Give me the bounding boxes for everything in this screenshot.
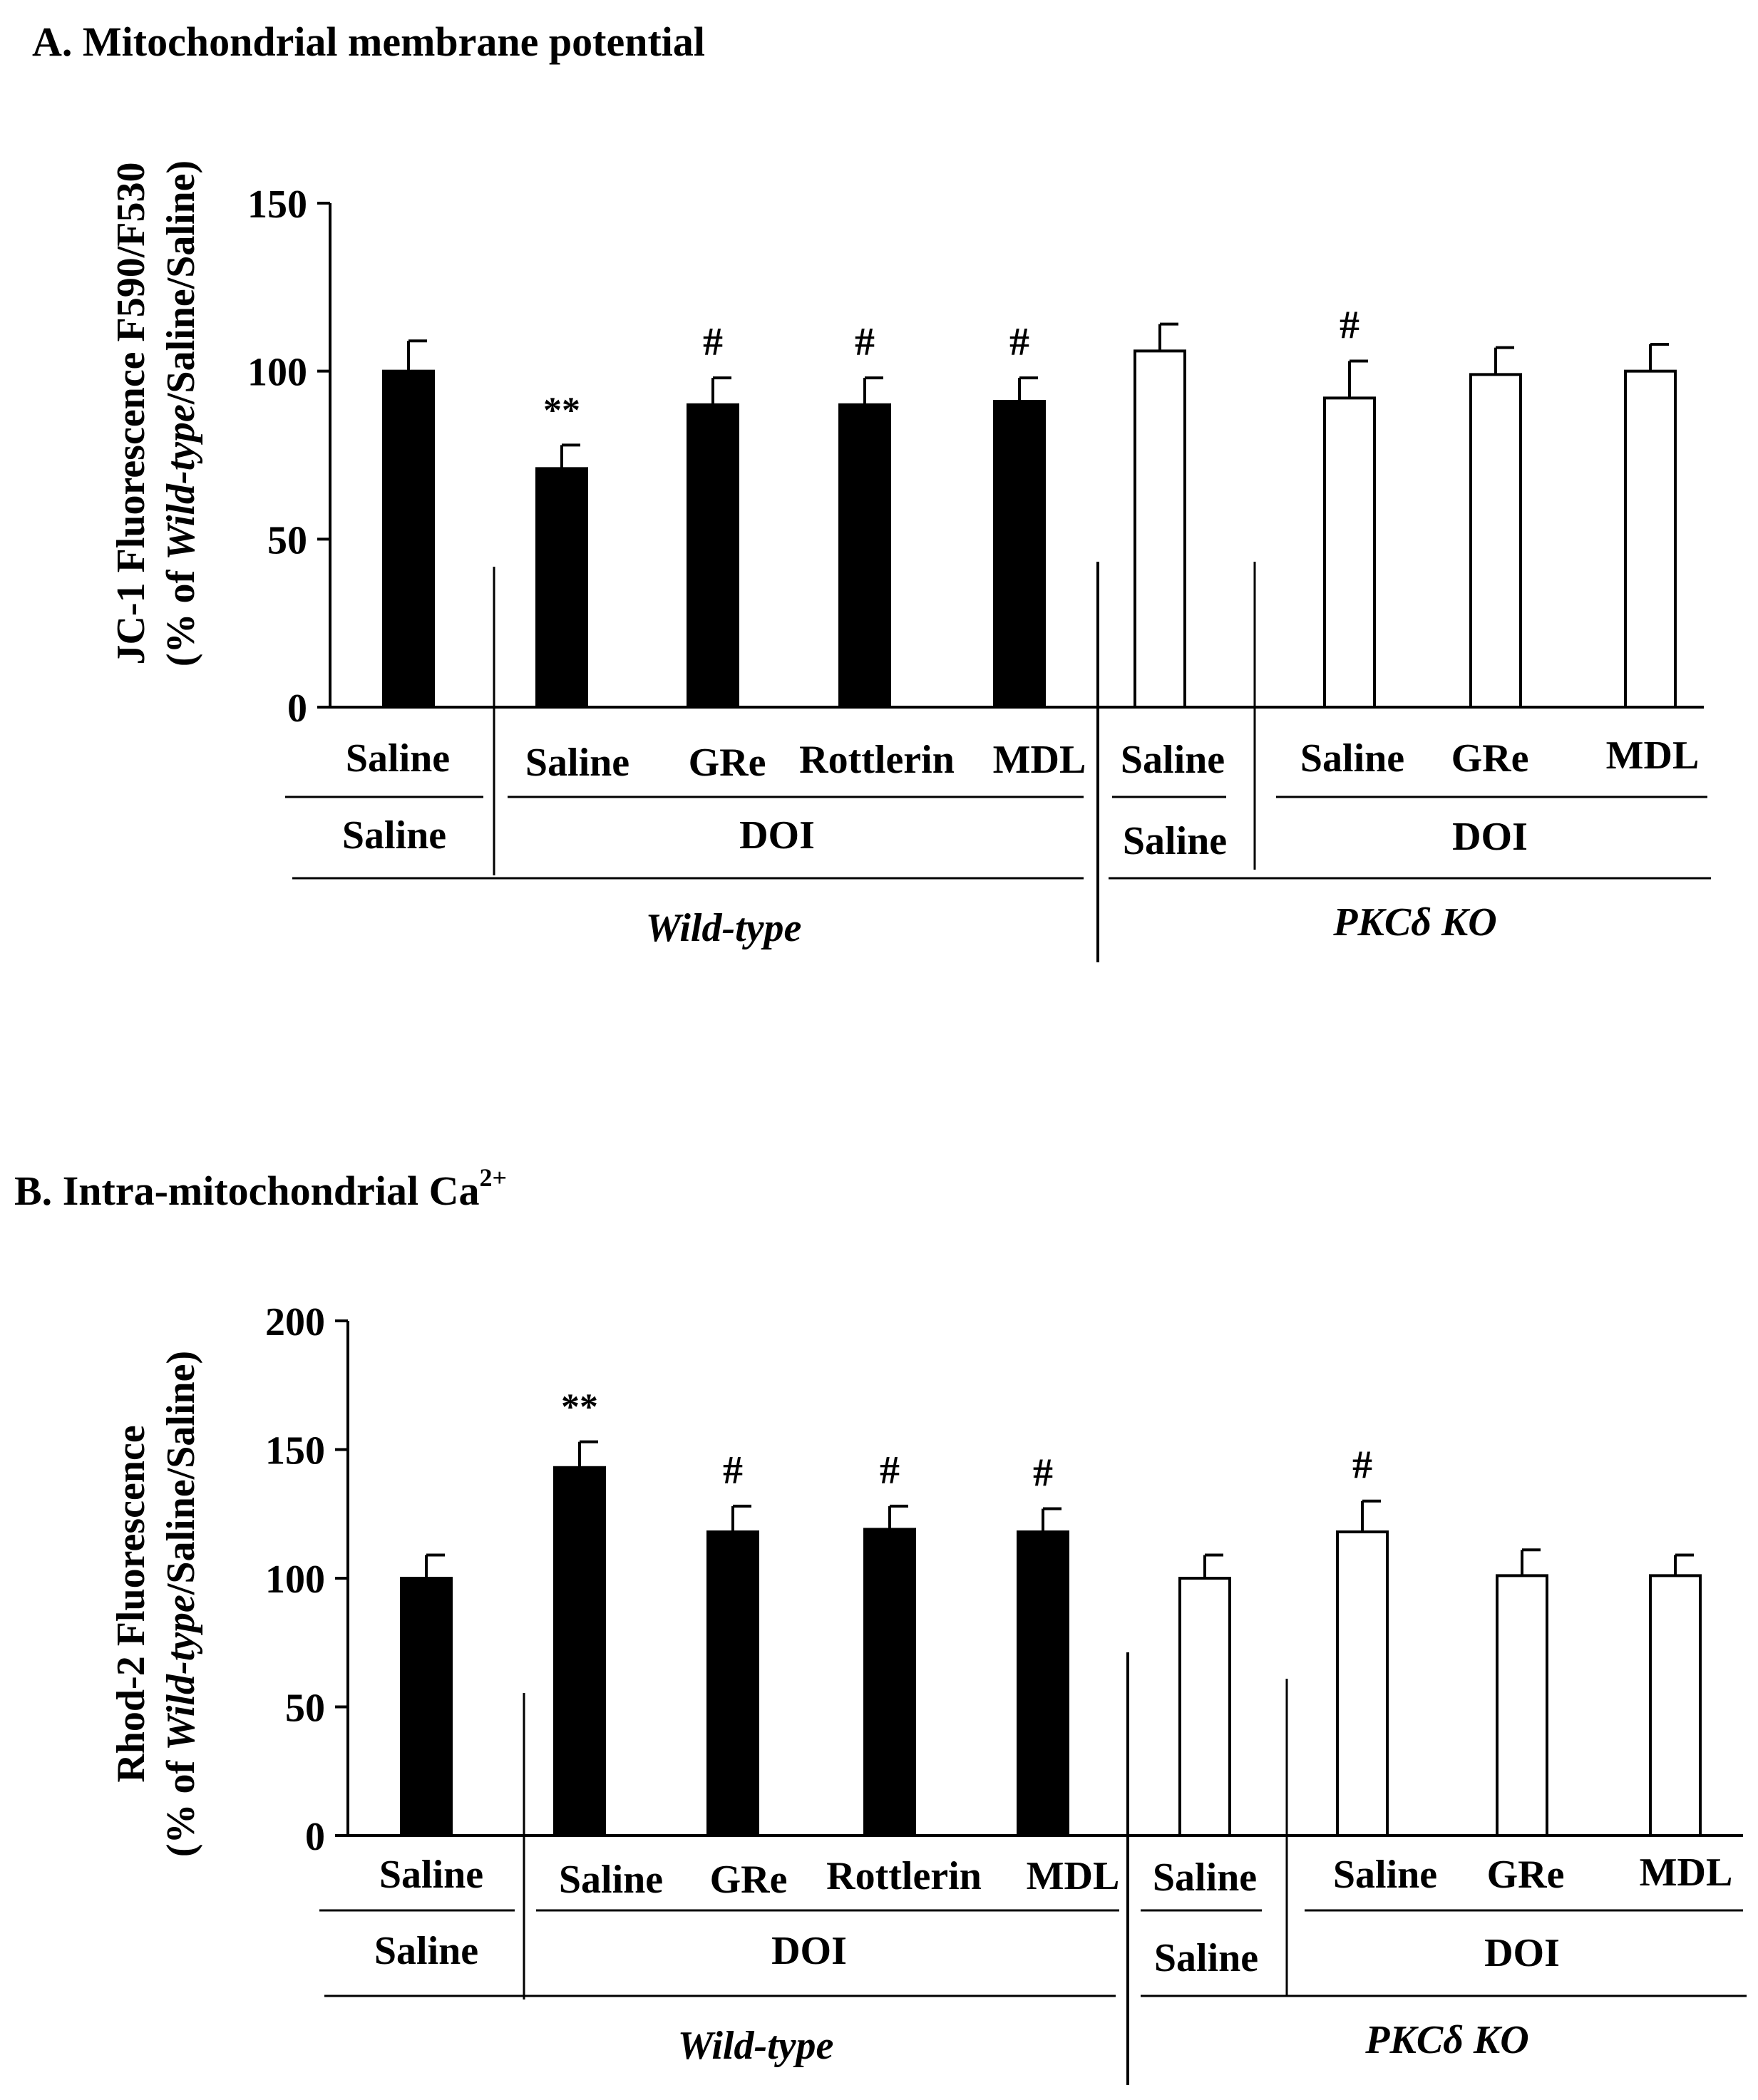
panel-a-ylabel-line2: (% of Wild-type/Saline/Saline) — [159, 160, 203, 666]
panel-a-bars: ** # # # # — [382, 304, 1677, 709]
panel-b-genotype-2: PKCδ KO — [1364, 2018, 1528, 2062]
panel-b-bar-3 — [706, 1530, 759, 1838]
panel-b-cat-label-5: MDL — [1027, 1854, 1120, 1898]
panel-b-cat-label-4: Rottlerin — [826, 1854, 982, 1898]
panel-b: B. Intra-mitochondrial Ca2+ Rhod-2 Fluor… — [14, 1163, 1747, 2085]
panel-b-cat-label-6: Saline — [1153, 1855, 1257, 1900]
panel-b-cat-label-3: GRe — [710, 1858, 788, 1902]
panel-a-cat-label-3: GRe — [689, 741, 766, 785]
panel-a-pre-label-4: DOI — [1452, 815, 1528, 859]
panel-a-cat-label-2: Saline — [525, 741, 629, 785]
panel-a-genotype-1: Wild-type — [646, 906, 802, 950]
panel-b-significance-5: # — [1033, 1451, 1053, 1496]
panel-b-ytick-label-100: 100 — [265, 1558, 325, 1602]
panel-a-bar-1 — [382, 369, 435, 709]
panel-a-ytick-label-0: 0 — [287, 686, 307, 731]
panel-a-y-ticks: 0 50 100 150 — [247, 182, 330, 731]
panel-a-significance-5: # — [1009, 320, 1029, 364]
panel-b-title: B. Intra-mitochondrial Ca2+ — [14, 1163, 507, 1214]
panel-a-significance-3: # — [703, 320, 723, 364]
panel-a-pre-label-2: DOI — [739, 813, 815, 858]
panel-a-bar-8 — [1469, 373, 1522, 709]
panel-b-ytick-label-50: 50 — [285, 1687, 325, 1731]
panel-a-cat-label-1: Saline — [346, 736, 450, 781]
panel-b-significance-2: ** — [561, 1387, 598, 1428]
panel-b-bar-8 — [1496, 1574, 1548, 1837]
panel-a-bar-6 — [1134, 349, 1186, 709]
panel-b-pre-label-4: DOI — [1484, 1931, 1560, 1975]
panel-a-cat-label-8: GRe — [1451, 736, 1529, 781]
panel-b-ylabel-line2: (% of Wild-type/Saline/Saline) — [159, 1351, 203, 1857]
panel-b-bar-1 — [400, 1577, 453, 1837]
panel-b-pre-label-3: Saline — [1154, 1936, 1258, 1980]
panel-a-cat-label-4: Rottlerin — [799, 738, 955, 782]
panel-b-significance-7: # — [1352, 1443, 1372, 1488]
panel-b-cat-label-8: GRe — [1487, 1853, 1565, 1897]
panel-a-significance-4: # — [855, 320, 875, 364]
panel-a-ylabel-line1: JC-1 Fluorescence F590/F530 — [109, 162, 153, 664]
panel-b-bar-9 — [1649, 1574, 1702, 1837]
panel-a-bar-2 — [535, 467, 588, 709]
panel-b-bar-4 — [863, 1528, 916, 1837]
panel-b-ytick-label-150: 150 — [265, 1429, 325, 1473]
panel-a-cat-label-9: MDL — [1606, 734, 1700, 778]
panel-b-cat-label-2: Saline — [559, 1858, 663, 1902]
panel-a-pre-label-3: Saline — [1123, 819, 1227, 863]
panel-b-bar-2 — [553, 1466, 606, 1837]
panel-b-bars: ** # # # # — [400, 1387, 1702, 1838]
panel-a-ytick-label-50: 50 — [267, 518, 307, 562]
panel-b-ytick-label-200: 200 — [265, 1300, 325, 1344]
panel-b-bar-7 — [1336, 1530, 1389, 1838]
panel-a-ytick-label-100: 100 — [247, 351, 307, 395]
panel-b-y-ticks: 0 50 100 150 200 — [265, 1300, 348, 1859]
panel-b-cat-label-1: Saline — [379, 1853, 483, 1897]
panel-a-cat-label-5: MDL — [993, 738, 1086, 782]
panel-a-bar-5 — [993, 400, 1046, 709]
panel-b-significance-4: # — [880, 1448, 900, 1493]
panel-a-bar-9 — [1624, 369, 1677, 709]
panel-a-pre-label-1: Saline — [342, 813, 446, 858]
panel-b-ytick-label-0: 0 — [305, 1815, 325, 1859]
panel-b-pre-label-1: Saline — [374, 1929, 478, 1973]
panel-b-cat-label-7: Saline — [1333, 1853, 1437, 1897]
panel-a-ytick-label-150: 150 — [247, 182, 307, 227]
panel-a: A. Mitochondrial membrane potential JC-1… — [32, 19, 1711, 962]
panel-a-genotype-2: PKCδ KO — [1332, 900, 1496, 945]
panel-a-significance-7: # — [1340, 304, 1359, 348]
panel-b-bar-6 — [1178, 1577, 1231, 1837]
panel-b-genotype-1: Wild-type — [678, 2024, 834, 2068]
panel-a-bar-7 — [1323, 396, 1376, 709]
panel-a-cat-label-7: Saline — [1300, 736, 1404, 781]
panel-a-title: A. Mitochondrial membrane potential — [32, 19, 705, 65]
panel-b-significance-3: # — [723, 1448, 743, 1493]
panel-b-cat-label-9: MDL — [1640, 1851, 1733, 1895]
panel-a-significance-2: ** — [543, 390, 580, 431]
panel-a-bar-3 — [687, 403, 739, 709]
panel-a-cat-label-6: Saline — [1121, 738, 1225, 782]
panel-b-ylabel-line1: Rhod-2 Fluorescence — [109, 1425, 153, 1782]
panel-b-pre-label-2: DOI — [771, 1929, 847, 1973]
panel-a-bar-4 — [838, 403, 891, 709]
panel-b-bar-5 — [1017, 1530, 1069, 1838]
